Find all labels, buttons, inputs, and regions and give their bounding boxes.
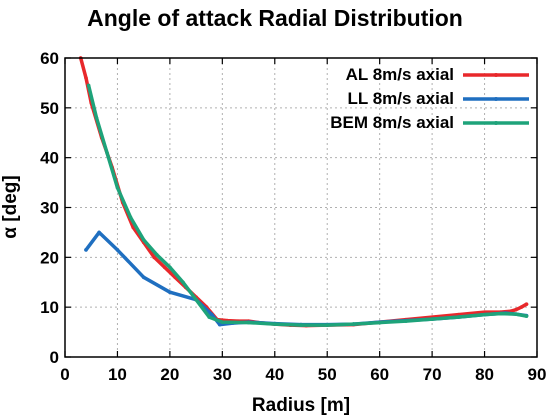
series-line-ll (84, 230, 529, 327)
data-point (325, 323, 330, 327)
data-point (141, 238, 146, 242)
data-point (152, 255, 156, 260)
data-point (84, 76, 88, 80)
x-tick-label: 90 (528, 365, 547, 384)
data-point (210, 312, 214, 317)
data-point (514, 307, 518, 312)
legend-label: LL 8m/s axial (348, 89, 454, 108)
data-point (194, 297, 198, 302)
data-point (519, 305, 524, 309)
data-point (162, 265, 167, 270)
y-axis-label: α [deg] (0, 175, 21, 238)
legend-marker (494, 121, 498, 125)
data-point (404, 319, 408, 323)
x-tick-label: 80 (475, 365, 494, 384)
legend-label: BEM 8m/s axial (330, 113, 454, 132)
data-point (482, 312, 487, 317)
data-point (299, 323, 303, 327)
data-point (115, 248, 120, 252)
data-point (524, 314, 529, 318)
data-point (94, 116, 99, 120)
data-point (86, 83, 91, 88)
y-tick-label: 10 (40, 298, 59, 317)
x-tick-label: 50 (318, 365, 337, 384)
x-tick-label: 70 (423, 365, 442, 384)
data-point (272, 322, 277, 326)
data-point (115, 185, 120, 190)
data-point (105, 150, 109, 155)
grid (65, 58, 537, 357)
x-tick-label: 30 (213, 365, 232, 384)
x-tick-label: 20 (160, 365, 179, 384)
data-point (97, 230, 101, 235)
data-point (524, 302, 529, 306)
chart-title: Angle of attack Radial Distribution (87, 5, 463, 31)
y-tick-label: 50 (40, 99, 59, 118)
y-tick-label: 20 (40, 248, 59, 267)
series-line-bem (86, 83, 529, 327)
x-tick-label: 0 (60, 365, 69, 384)
y-tick-label: 30 (40, 199, 59, 218)
data-point (154, 253, 159, 257)
data-point (207, 315, 212, 319)
x-tick-label: 10 (108, 365, 127, 384)
data-point (128, 215, 133, 220)
legend-label: AL 8m/s axial (346, 65, 454, 84)
x-tick-label: 40 (265, 365, 284, 384)
legend-marker (494, 73, 498, 77)
legend-marker (494, 97, 498, 101)
data-point (168, 265, 172, 270)
data-point (430, 317, 434, 321)
x-axis-label: Radius [m] (252, 395, 350, 416)
y-tick-label: 60 (40, 49, 59, 68)
data-point (351, 322, 356, 326)
data-point (377, 320, 382, 325)
legend: AL 8m/s axial LL 8m/s axial BEM 8m/s axial (330, 65, 529, 132)
x-tick-label: 60 (370, 365, 389, 384)
data-point (84, 248, 88, 252)
data-point (220, 320, 225, 324)
data-point (168, 290, 172, 295)
series-layer (78, 56, 529, 328)
y-tick-label: 0 (50, 348, 59, 367)
data-point (141, 275, 146, 280)
data-point (498, 311, 503, 316)
data-point (217, 322, 222, 327)
y-tick-label: 40 (40, 149, 59, 168)
ticks: 0 10 20 30 40 50 60 70 80 90 0 10 20 30 40 50 60 (40, 49, 546, 384)
series-line-al (78, 56, 529, 328)
data-point (456, 315, 461, 319)
data-point (181, 280, 185, 285)
data-point (246, 320, 251, 325)
data-point (514, 312, 518, 316)
